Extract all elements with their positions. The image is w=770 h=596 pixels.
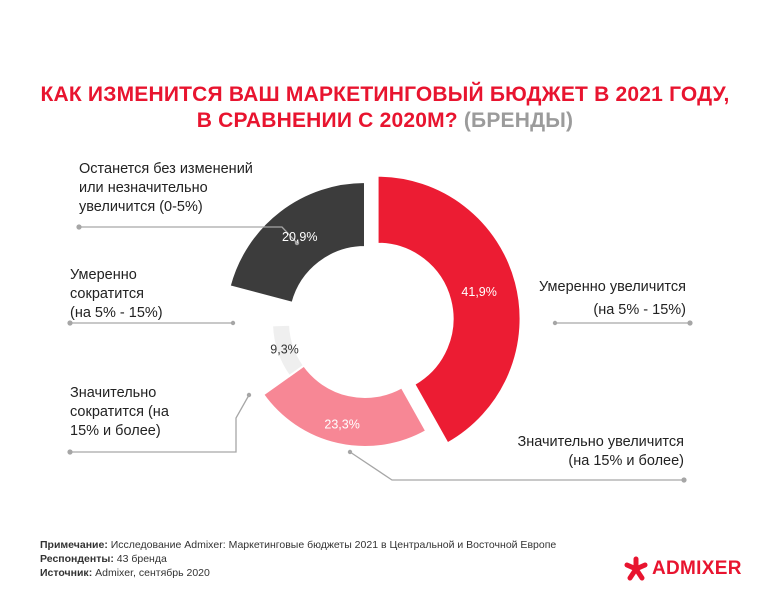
label-moderate-increase-line-2: (на 5% - 15%) xyxy=(593,302,686,318)
leader-dot-moderate-increase-start xyxy=(552,320,558,326)
value-label-significant-decrease: 9,3% xyxy=(270,342,299,356)
chart-title: КАК ИЗМЕНИТСЯ ВАШ МАРКЕТИНГОВЫЙ БЮДЖЕТ В… xyxy=(0,82,770,134)
label-significant-decrease-line-1: Значительно xyxy=(70,385,157,401)
leader-dot-significant-increase-start xyxy=(347,449,353,455)
label-no-change-line-1: Останется без изменений xyxy=(79,161,253,177)
leader-dot-moderate-decrease-end xyxy=(67,320,73,326)
label-significant-decrease: Значительно сократится (на 15% и более) xyxy=(70,384,169,441)
slice-moderate-increase xyxy=(376,174,522,445)
leader-line-no-change xyxy=(79,226,298,244)
label-significant-increase: Значительно увеличится (на 15% и более) xyxy=(480,433,684,471)
footer-notes: Примечание: Исследование Admixer: Маркет… xyxy=(40,538,556,580)
leader-dot-significant-increase-end xyxy=(681,477,687,483)
leader-dot-significant-decrease-start xyxy=(246,392,252,398)
footer-note-label: Примечание: xyxy=(40,539,108,551)
label-no-change-line-2: или незначительно xyxy=(79,180,208,196)
label-moderate-decrease-line-3: (на 5% - 15%) xyxy=(70,305,163,321)
title-line-2-main: В СРАВНЕНИИ С 2020М? xyxy=(196,109,458,132)
label-moderate-decrease-line-1: Умеренно xyxy=(70,267,137,283)
label-significant-increase-line-1: Значительно увеличится xyxy=(517,434,684,450)
footer-source: Источник: Admixer, сентябрь 2020 xyxy=(40,566,556,580)
logo-wordmark: ADMIXER xyxy=(652,558,742,579)
footer-respondents-label: Респонденты: xyxy=(40,553,114,565)
footer-source-label: Источник: xyxy=(40,567,93,579)
value-label-significant-increase: 23,3% xyxy=(324,417,359,431)
label-moderate-increase-line-1: Умеренно увеличится xyxy=(539,279,686,295)
footer-source-text: Admixer, сентябрь 2020 xyxy=(92,567,210,579)
leader-dot-significant-decrease-end xyxy=(67,449,73,455)
leader-dot-moderate-decrease-start xyxy=(230,320,236,326)
label-no-change: Останется без изменений или незначительн… xyxy=(79,160,253,217)
title-line-1: КАК ИЗМЕНИТСЯ ВАШ МАРКЕТИНГОВЫЙ БЮДЖЕТ В… xyxy=(40,83,730,106)
title-line-2: В СРАВНЕНИИ С 2020М? (БРЕНДЫ) xyxy=(0,108,770,134)
slice-significant-increase xyxy=(261,364,428,448)
label-significant-increase-line-2: (на 15% и более) xyxy=(568,453,684,469)
leader-dot-no-change-start xyxy=(294,240,300,246)
footer-respondents-text: 43 бренда xyxy=(113,553,167,565)
label-no-change-line-3: увеличится (0-5%) xyxy=(79,199,203,215)
leader-line-significant-increase xyxy=(349,451,684,481)
leader-dot-moderate-increase-end xyxy=(687,320,693,326)
asterisk-icon xyxy=(624,556,648,581)
label-moderate-increase: Умеренно увеличится (на 5% - 15%) xyxy=(488,278,686,320)
value-label-moderate-increase: 41,9% xyxy=(461,285,496,299)
label-moderate-decrease: Умеренно сократится (на 5% - 15%) xyxy=(70,266,163,323)
admixer-logo: ADMIXER xyxy=(623,554,742,584)
footer-note: Примечание: Исследование Admixer: Маркет… xyxy=(40,538,556,552)
leader-line-significant-decrease xyxy=(70,394,250,453)
label-moderate-decrease-line-2: сократится xyxy=(70,286,144,302)
label-significant-decrease-line-2: сократится (на xyxy=(70,404,169,420)
label-significant-decrease-line-3: 15% и более) xyxy=(70,423,161,439)
footer-note-text: Исследование Admixer: Маркетинговые бюдж… xyxy=(107,539,557,551)
leader-dot-no-change-end xyxy=(76,224,82,230)
title-line-2-sub: (БРЕНДЫ) xyxy=(463,109,574,132)
value-label-no-change: 20,9% xyxy=(282,230,317,244)
footer-respondents: Респонденты: 43 бренда xyxy=(40,552,556,566)
value-label-moderate-decrease: 4,7% xyxy=(291,308,320,322)
